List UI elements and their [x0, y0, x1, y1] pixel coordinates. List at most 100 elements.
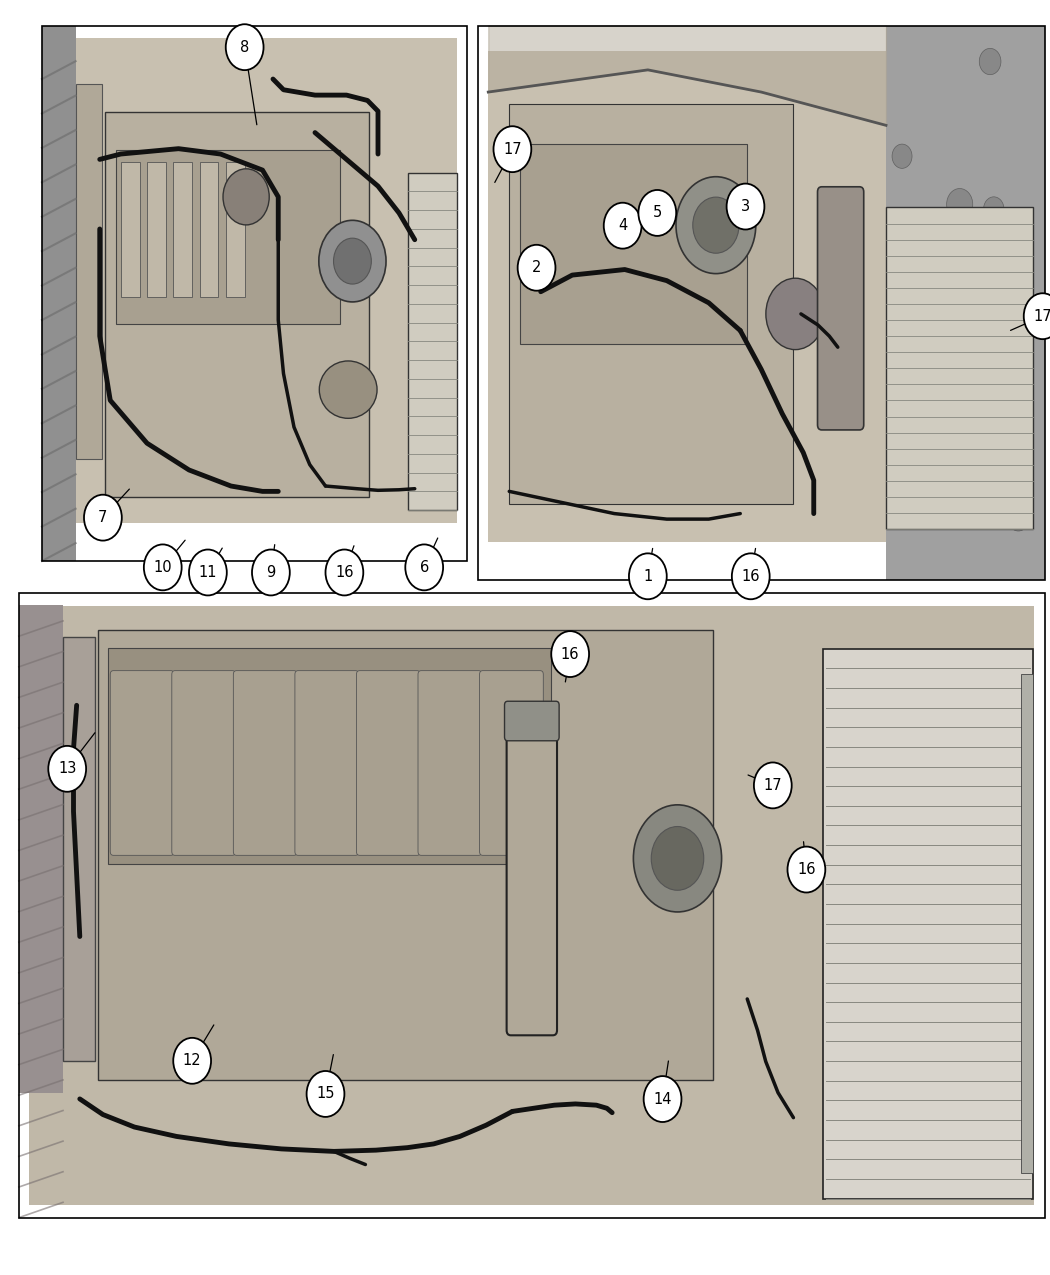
Circle shape [189, 550, 227, 595]
Bar [886, 26, 1045, 580]
Circle shape [307, 1071, 344, 1117]
Circle shape [604, 203, 642, 249]
Circle shape [223, 168, 269, 224]
Bar [29, 606, 1034, 1205]
FancyBboxPatch shape [356, 671, 420, 856]
FancyBboxPatch shape [172, 671, 235, 856]
Text: 2: 2 [532, 260, 541, 275]
Bar [478, 26, 1045, 580]
Circle shape [934, 487, 952, 509]
Circle shape [629, 553, 667, 599]
Text: 15: 15 [316, 1086, 335, 1102]
Bar [147, 162, 166, 297]
Circle shape [144, 544, 182, 590]
Text: 12: 12 [183, 1053, 202, 1068]
Circle shape [1005, 414, 1026, 440]
Circle shape [947, 189, 972, 221]
Text: 9: 9 [267, 565, 275, 580]
Text: 4: 4 [618, 218, 627, 233]
Circle shape [226, 24, 264, 70]
Text: 8: 8 [240, 40, 249, 55]
Circle shape [984, 196, 1004, 222]
Text: 5: 5 [653, 205, 662, 221]
Circle shape [732, 553, 770, 599]
Circle shape [754, 762, 792, 808]
Bar [116, 150, 339, 324]
Text: 16: 16 [335, 565, 354, 580]
FancyBboxPatch shape [19, 606, 63, 1093]
Circle shape [727, 184, 764, 230]
Text: 13: 13 [58, 761, 77, 776]
Text: 14: 14 [653, 1091, 672, 1107]
Circle shape [173, 1038, 211, 1084]
Circle shape [1024, 293, 1050, 339]
Text: 1: 1 [644, 569, 652, 584]
Bar [121, 162, 140, 297]
Circle shape [951, 484, 968, 505]
Bar [19, 593, 1045, 1218]
Text: 10: 10 [153, 560, 172, 575]
FancyBboxPatch shape [110, 671, 174, 856]
Text: 16: 16 [561, 646, 580, 662]
Circle shape [518, 245, 555, 291]
Text: 16: 16 [797, 862, 816, 877]
Circle shape [788, 847, 825, 892]
Circle shape [1007, 504, 1030, 530]
Circle shape [1010, 405, 1032, 432]
Bar [200, 162, 218, 297]
Circle shape [676, 177, 756, 274]
FancyBboxPatch shape [42, 26, 76, 561]
Bar [52, 38, 457, 523]
Circle shape [1005, 453, 1026, 478]
Ellipse shape [319, 361, 377, 418]
Text: 17: 17 [763, 778, 782, 793]
Bar [19, 593, 1045, 1218]
Bar [173, 162, 192, 297]
Bar [105, 112, 369, 497]
Bar [98, 630, 713, 1080]
Circle shape [252, 550, 290, 595]
FancyBboxPatch shape [506, 713, 556, 1035]
FancyBboxPatch shape [233, 671, 297, 856]
Text: 17: 17 [503, 142, 522, 157]
Circle shape [494, 126, 531, 172]
Bar [76, 84, 102, 459]
Bar [407, 172, 457, 510]
Text: 17: 17 [1033, 309, 1050, 324]
Circle shape [910, 283, 929, 306]
Circle shape [651, 826, 704, 890]
Circle shape [326, 550, 363, 595]
Circle shape [765, 278, 824, 349]
Text: 16: 16 [741, 569, 760, 584]
Bar [509, 105, 793, 504]
Bar [42, 26, 467, 561]
Circle shape [980, 48, 1001, 75]
Bar [63, 636, 94, 1061]
Text: 6: 6 [420, 560, 428, 575]
Circle shape [334, 238, 372, 284]
Text: 3: 3 [741, 199, 750, 214]
Text: 11: 11 [198, 565, 217, 580]
Bar [823, 649, 1033, 1198]
FancyBboxPatch shape [504, 701, 559, 741]
Circle shape [319, 221, 386, 302]
Bar [1021, 674, 1033, 1173]
FancyBboxPatch shape [295, 671, 359, 856]
Bar [226, 162, 245, 297]
Circle shape [405, 544, 443, 590]
Circle shape [551, 631, 589, 677]
Circle shape [892, 144, 912, 168]
Circle shape [943, 338, 970, 370]
Bar [108, 649, 551, 864]
FancyBboxPatch shape [818, 186, 864, 430]
Bar [886, 208, 1033, 529]
FancyBboxPatch shape [480, 671, 543, 856]
Bar [42, 26, 467, 561]
Circle shape [638, 190, 676, 236]
Circle shape [633, 805, 721, 912]
Bar [488, 51, 897, 542]
Circle shape [84, 495, 122, 541]
FancyBboxPatch shape [418, 671, 482, 856]
Circle shape [693, 198, 739, 254]
Circle shape [644, 1076, 681, 1122]
